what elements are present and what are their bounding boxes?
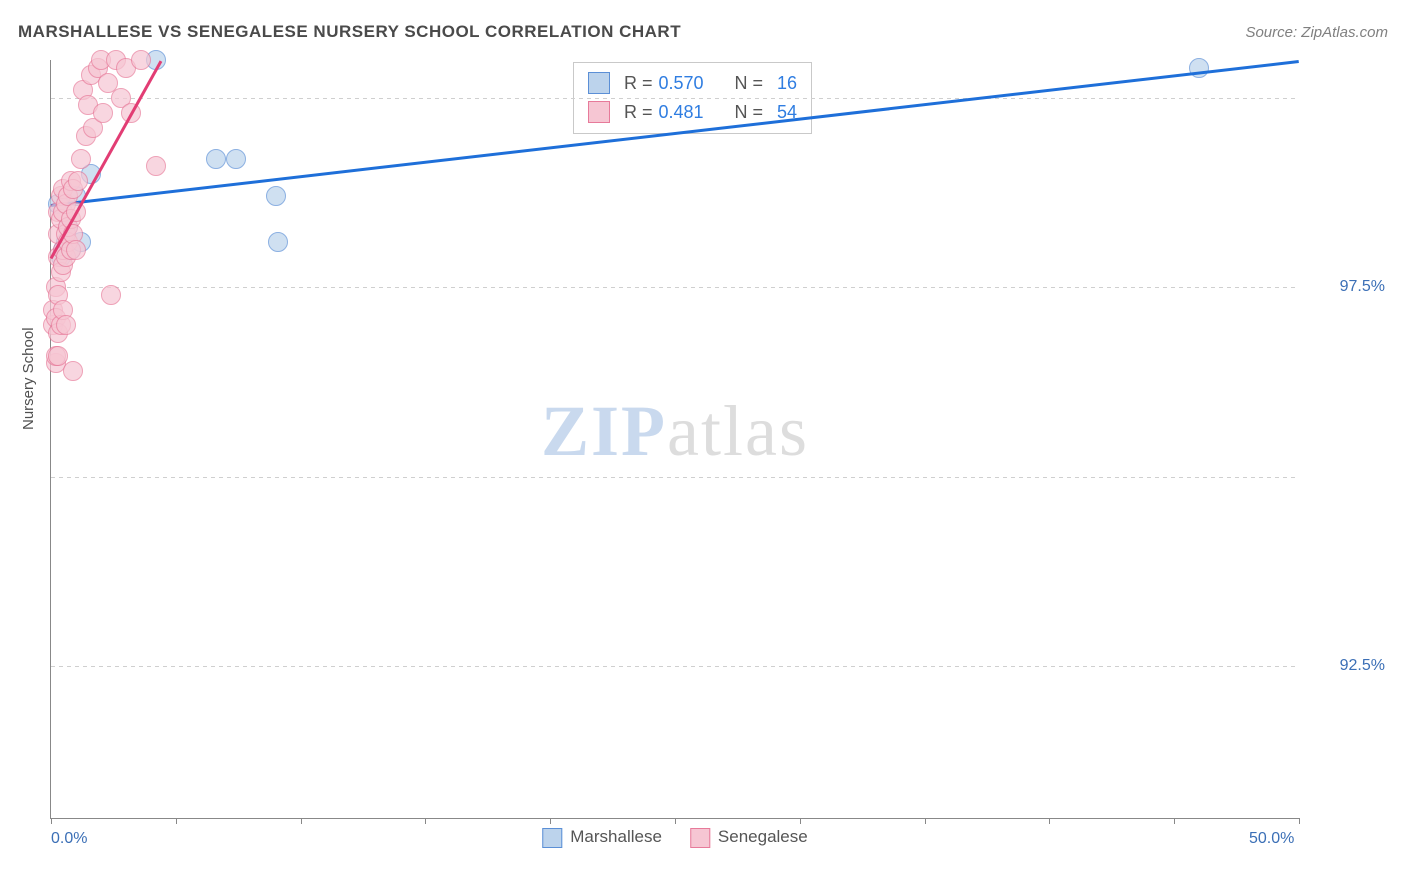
data-point [101,285,121,305]
y-axis-label: Nursery School [20,327,37,430]
gridline [51,666,1299,667]
data-point [68,171,88,191]
watermark-zip: ZIP [541,391,667,471]
x-tick [800,818,801,824]
stat-r-value: 0.570 [659,69,719,98]
watermark: ZIPatlas [541,390,809,473]
data-point [226,149,246,169]
x-tick [675,818,676,824]
stat-n-value: 16 [769,69,797,98]
data-point [63,361,83,381]
legend-label: Senegalese [718,827,808,846]
x-tick-label: 50.0% [1249,830,1294,848]
legend-swatch [588,72,610,94]
data-point [56,315,76,335]
gridline [51,98,1299,99]
legend: Marshallese Senegalese [542,827,807,848]
stats-row: R = 0.570 N = 16 [588,69,797,98]
stat-r-label: R = [624,98,653,127]
legend-swatch [542,828,562,848]
x-tick [51,818,52,824]
data-point [93,103,113,123]
legend-swatch [690,828,710,848]
gridline [51,477,1299,478]
x-tick [176,818,177,824]
data-point [206,149,226,169]
x-tick [1049,818,1050,824]
legend-item: Senegalese [690,827,808,848]
chart-title: MARSHALLESE VS SENEGALESE NURSERY SCHOOL… [18,22,681,42]
data-point [66,240,86,260]
y-tick-label: 92.5% [1305,657,1385,675]
data-point [268,232,288,252]
x-tick [550,818,551,824]
legend-label: Marshallese [570,827,662,846]
data-point [266,186,286,206]
gridline [51,287,1299,288]
data-point [131,50,151,70]
source-label: Source: ZipAtlas.com [1245,24,1388,41]
x-tick [301,818,302,824]
legend-swatch [588,101,610,123]
x-tick-label: 0.0% [51,830,87,848]
stat-r-value: 0.481 [659,98,719,127]
data-point [146,156,166,176]
stat-r-label: R = [624,69,653,98]
watermark-atlas: atlas [667,391,809,471]
x-tick [1174,818,1175,824]
y-tick-label: 97.5% [1305,278,1385,296]
stat-n-label: N = [735,69,764,98]
data-point [71,149,91,169]
x-tick [425,818,426,824]
legend-item: Marshallese [542,827,662,848]
chart-plot-area: ZIPatlas R = 0.570N = 16R = 0.481N = 54 … [50,60,1299,819]
x-tick [1299,818,1300,824]
x-tick [925,818,926,824]
